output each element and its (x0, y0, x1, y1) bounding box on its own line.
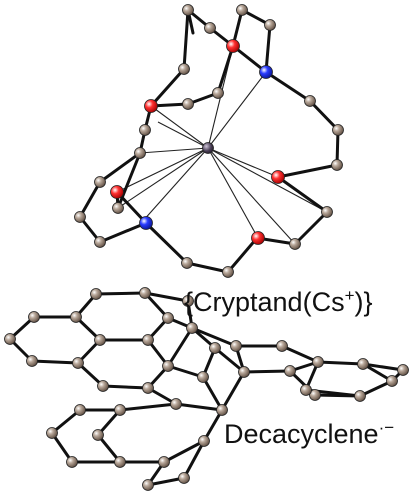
carbon-atom (312, 356, 324, 368)
carbon-atom (386, 375, 398, 387)
cryptand-bonds (78, 8, 340, 274)
anion-name-text: Decacyclene (224, 419, 379, 449)
cesium-coordination-lines (116, 45, 328, 245)
carbon-atom (321, 206, 333, 218)
decacyclene-bonds (8, 291, 405, 487)
carbon-atom (309, 389, 321, 401)
carbon-atom (289, 238, 301, 250)
carbon-atom (94, 176, 106, 188)
carbon-atom (222, 266, 234, 278)
carbon-atom (209, 342, 221, 354)
decacyclene-label: Decacyclene·− (224, 419, 394, 448)
carbon-atom (212, 87, 224, 99)
carbon-atom (74, 211, 86, 223)
cryptand-cesium-label: {Cryptand(Cs+)} (184, 287, 373, 316)
carbon-atom (230, 340, 242, 352)
carbon-atom (46, 427, 58, 439)
nitrogen-atom (139, 216, 153, 230)
carbon-atom (139, 287, 151, 299)
anion-charge-text: ·− (378, 418, 395, 437)
carbon-atom (197, 371, 209, 383)
carbon-atom (112, 202, 124, 214)
cation-charge-text: + (344, 286, 355, 305)
carbon-atom (182, 295, 194, 307)
carbon-atom (158, 456, 170, 468)
cryptand-atoms (74, 4, 344, 278)
carbon-atom (236, 4, 248, 16)
carbon-atom (142, 382, 154, 394)
carbon-atom (216, 404, 228, 416)
carbon-atom (238, 366, 250, 378)
carbon-atom (114, 456, 126, 468)
carbon-atom (170, 398, 182, 410)
carbon-atom (28, 311, 40, 323)
carbon-atom (94, 334, 106, 346)
carbon-atom (331, 159, 343, 171)
carbon-atom (284, 365, 296, 377)
oxygen-atom (271, 170, 285, 184)
carbon-atom (70, 311, 82, 323)
carbon-atom (304, 95, 316, 107)
carbon-atom (74, 404, 86, 416)
carbon-atom (90, 288, 102, 300)
decacyclene-atoms (4, 287, 409, 491)
carbon-atom (142, 334, 154, 346)
carbon-atom (178, 63, 190, 75)
carbon-atom (142, 479, 154, 491)
cation-suffix-text: )} (354, 287, 373, 317)
oxygen-atom (226, 39, 240, 53)
carbon-atom (26, 355, 38, 367)
carbon-atom (4, 333, 16, 345)
oxygen-atom (144, 99, 158, 113)
nitrogen-atom (259, 65, 273, 79)
carbon-atom (332, 124, 344, 136)
carbon-atom (181, 257, 193, 269)
carbon-atom (182, 98, 194, 110)
carbon-atom (198, 435, 210, 447)
carbon-atom (134, 147, 146, 159)
carbon-atom (162, 312, 174, 324)
carbon-atom (204, 22, 216, 34)
carbon-atom (162, 360, 174, 372)
carbon-atom (139, 124, 151, 136)
carbon-atom (300, 384, 312, 396)
carbon-atom (276, 340, 288, 352)
carbon-atom (178, 472, 190, 484)
cryptand-cation (74, 4, 344, 278)
cesium-atom (202, 142, 214, 154)
carbon-atom (354, 390, 366, 402)
carbon-atom (114, 404, 126, 416)
carbon-atom (264, 19, 276, 31)
carbon-atom (182, 4, 194, 16)
carbon-atom (94, 236, 106, 248)
carbon-atom (66, 456, 78, 468)
decacyclene-anion (4, 287, 409, 491)
cation-prefix-text: {Cryptand(Cs (184, 287, 345, 317)
carbon-atom (357, 358, 369, 370)
carbon-atom (92, 429, 104, 441)
oxygen-atom (110, 185, 124, 199)
oxygen-atom (251, 231, 265, 245)
carbon-atom (397, 364, 409, 376)
carbon-atom (72, 357, 84, 369)
carbon-atom (186, 322, 198, 334)
carbon-atom (97, 380, 109, 392)
